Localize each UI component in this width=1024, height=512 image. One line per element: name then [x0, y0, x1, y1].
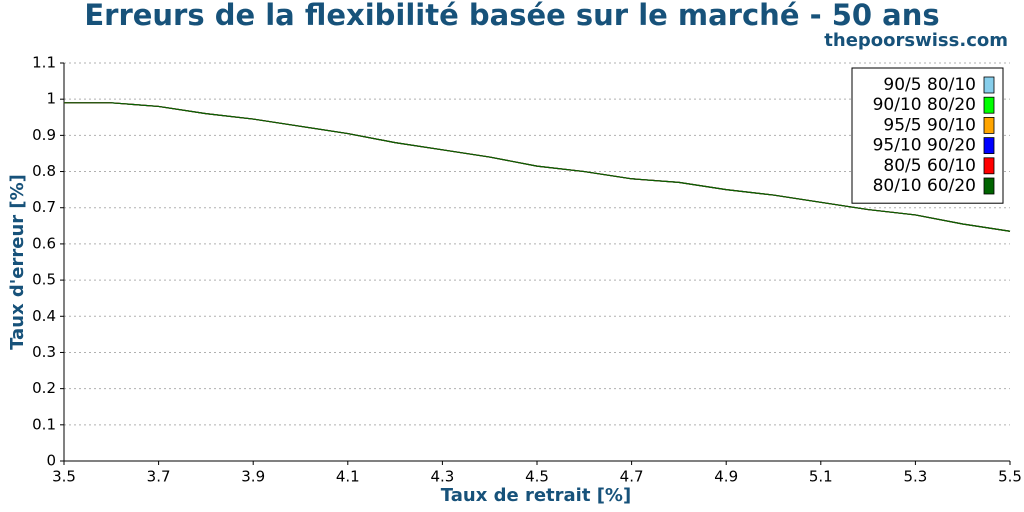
y-tick-label: 0.6	[32, 234, 56, 252]
chart-title: Erreurs de la flexibilité basée sur le m…	[84, 0, 939, 32]
y-axis-label: Taux d'erreur [%]	[7, 174, 28, 350]
y-tick-label: 0.9	[32, 126, 56, 144]
x-tick-label: 4.9	[714, 468, 738, 486]
y-tick-label: 0.1	[32, 415, 56, 433]
legend-swatch	[983, 137, 995, 155]
x-tick-label: 4.5	[525, 468, 549, 486]
x-tick-label: 3.7	[147, 468, 171, 486]
x-tick-label: 4.3	[430, 468, 454, 486]
legend-swatch	[983, 96, 995, 114]
legend-label: 80/5 60/10	[883, 156, 976, 176]
x-tick-label: 5.5	[998, 468, 1022, 486]
legend-swatch	[983, 117, 995, 134]
line-series	[64, 102, 1011, 232]
x-tick-label: 3.9	[241, 468, 265, 486]
legend-label: 95/10 90/20	[873, 136, 976, 156]
y-tick-label: 1	[46, 90, 56, 108]
y-tick-label: 0.4	[32, 307, 56, 325]
legend-label: 90/5 80/10	[883, 75, 976, 95]
y-tick-label: 0.7	[32, 198, 56, 216]
y-tick-label: 0.5	[32, 271, 56, 289]
legend-label: 95/5 90/10	[883, 115, 976, 135]
x-tick-label: 3.5	[52, 468, 76, 486]
y-tick-label: 0.2	[32, 379, 56, 397]
x-tick-label: 4.7	[620, 468, 644, 486]
y-tick-label: 1.1	[32, 54, 56, 72]
x-tick-label: 4.1	[336, 468, 360, 486]
legend-swatch	[983, 157, 995, 175]
legend-label: 90/10 80/20	[873, 95, 976, 115]
x-tick-label: 5.3	[903, 468, 927, 486]
legend-swatch	[983, 76, 995, 94]
y-tick-label: 0.3	[32, 343, 56, 361]
chart-subtitle: thepoorswiss.com	[824, 30, 1008, 51]
x-axis-label: Taux de retrait [%]	[441, 485, 631, 506]
y-tick-label: 0	[46, 452, 56, 470]
legend-swatch	[983, 177, 995, 195]
x-tick-label: 5.1	[809, 468, 833, 486]
legend-box	[851, 67, 1004, 204]
legend-label: 80/10 60/20	[873, 176, 976, 196]
y-tick-label: 0.8	[32, 162, 56, 180]
